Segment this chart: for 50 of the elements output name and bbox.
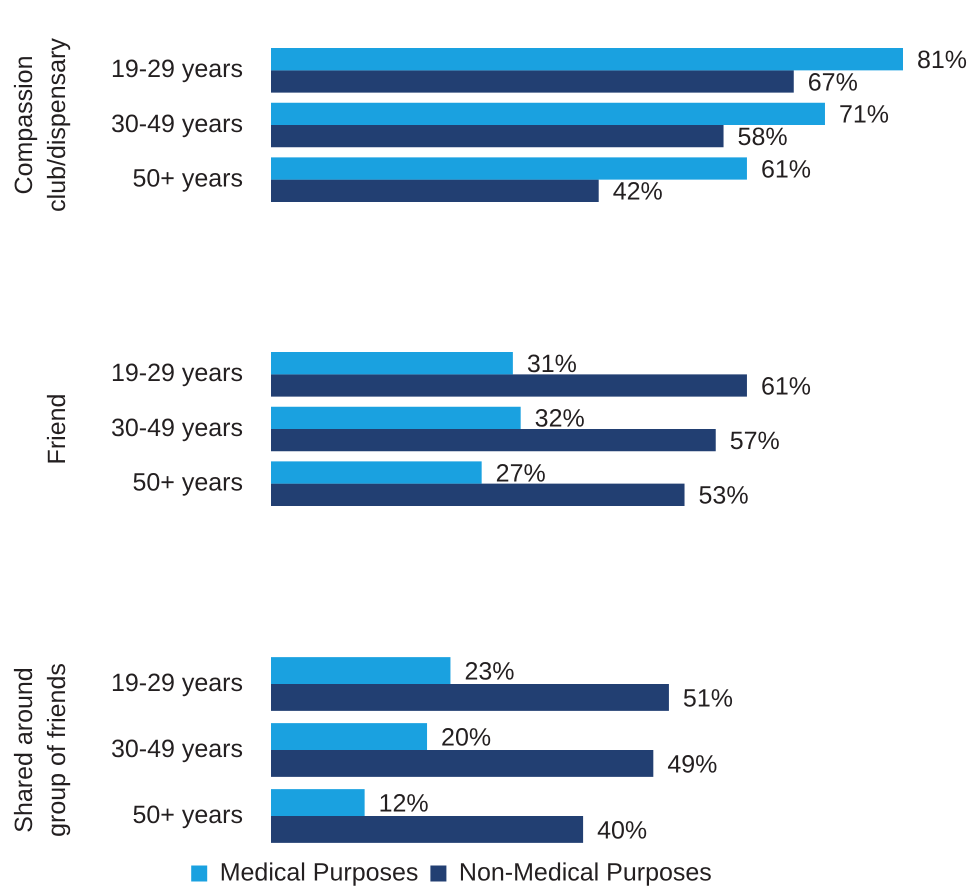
- data-label: 67%: [808, 68, 858, 96]
- data-label: 23%: [464, 657, 515, 686]
- data-label: 32%: [534, 404, 585, 433]
- data-label: 61%: [760, 155, 811, 184]
- data-label: 40%: [597, 816, 648, 844]
- data-label: 71%: [838, 100, 890, 129]
- bar: [271, 657, 450, 684]
- bar: [271, 723, 428, 750]
- bar: [271, 484, 685, 506]
- bar: [271, 429, 716, 452]
- y-tick-label: 50+ years: [132, 800, 243, 829]
- bar: [271, 48, 903, 70]
- legend-label: Medical Purposes: [220, 858, 418, 886]
- bar: [271, 352, 513, 374]
- y-axis-title: Friend: [42, 394, 71, 464]
- bar: [271, 684, 669, 711]
- y-tick-label: 30-49 years: [110, 734, 243, 763]
- bar: [271, 750, 654, 777]
- data-label: 27%: [496, 459, 546, 488]
- data-label: 58%: [738, 123, 788, 152]
- bar: [271, 180, 599, 202]
- bar: [271, 816, 584, 843]
- bar: [271, 157, 747, 180]
- bar: [271, 461, 482, 484]
- data-label: 81%: [917, 46, 968, 74]
- y-tick-label: 50+ years: [132, 468, 243, 497]
- data-label: 57%: [730, 427, 780, 456]
- data-label: 20%: [441, 723, 492, 752]
- data-label: 51%: [682, 684, 733, 712]
- data-label: 31%: [526, 350, 577, 378]
- y-tick-label: 30-49 years: [110, 110, 243, 138]
- bar: [271, 102, 825, 125]
- y-axis-title: Shared around group of friends: [10, 663, 71, 837]
- bar: [271, 70, 794, 93]
- y-tick-label: 19-29 years: [110, 359, 243, 388]
- y-tick-label: 19-29 years: [110, 668, 243, 697]
- y-tick-label: 30-49 years: [110, 414, 243, 442]
- bar: [271, 789, 365, 816]
- data-label: 12%: [378, 789, 429, 818]
- bar: [271, 125, 724, 148]
- data-label: 42%: [612, 178, 663, 206]
- data-label: 49%: [667, 750, 718, 778]
- data-label: 61%: [760, 372, 811, 400]
- y-tick-label: 19-29 years: [110, 55, 243, 84]
- data-label: 53%: [698, 482, 749, 510]
- y-tick-label: 50+ years: [132, 164, 243, 193]
- bar: [271, 374, 747, 397]
- y-axis-title: Compassion club/dispensary: [10, 38, 71, 212]
- bar: [271, 406, 521, 429]
- legend-label: Non-Medical Purposes: [458, 858, 712, 886]
